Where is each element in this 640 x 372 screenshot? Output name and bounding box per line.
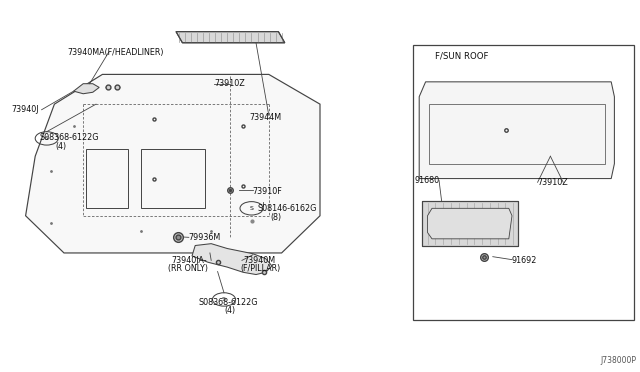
Text: 73910Z: 73910Z [214, 79, 245, 88]
Polygon shape [192, 244, 272, 275]
Text: J738000P: J738000P [601, 356, 637, 365]
Text: S08368-6122G: S08368-6122G [198, 298, 258, 307]
Text: (RR ONLY): (RR ONLY) [168, 264, 209, 273]
Text: 73940J: 73940J [12, 105, 39, 114]
Text: 91692: 91692 [512, 256, 538, 265]
Polygon shape [422, 201, 518, 246]
Polygon shape [74, 84, 99, 94]
Text: (8): (8) [270, 213, 281, 222]
Text: S: S [250, 206, 253, 211]
Text: 91680: 91680 [414, 176, 439, 185]
Text: S08368-6122G: S08368-6122G [40, 133, 99, 142]
Text: 79936M: 79936M [189, 233, 221, 242]
FancyBboxPatch shape [413, 45, 634, 320]
Polygon shape [429, 104, 605, 164]
Polygon shape [26, 74, 320, 253]
Polygon shape [428, 208, 512, 239]
Polygon shape [86, 149, 128, 208]
Text: 73910F: 73910F [253, 187, 282, 196]
Polygon shape [141, 149, 205, 208]
Text: 73910Z: 73910Z [538, 178, 568, 187]
Text: (4): (4) [56, 142, 67, 151]
Text: 73940MA(F/HEADLINER): 73940MA(F/HEADLINER) [67, 48, 164, 57]
Text: F/SUN ROOF: F/SUN ROOF [435, 51, 489, 60]
Text: 73940M: 73940M [243, 256, 275, 265]
Text: S: S [45, 136, 49, 141]
Text: S: S [222, 297, 226, 302]
Text: 73944M: 73944M [250, 113, 282, 122]
Text: (F/PILLAR): (F/PILLAR) [240, 264, 280, 273]
Text: (4): (4) [224, 306, 235, 315]
Text: 73940JA-: 73940JA- [172, 256, 207, 265]
Text: S08146-6162G: S08146-6162G [257, 204, 317, 213]
Polygon shape [176, 32, 285, 43]
Polygon shape [419, 82, 614, 179]
